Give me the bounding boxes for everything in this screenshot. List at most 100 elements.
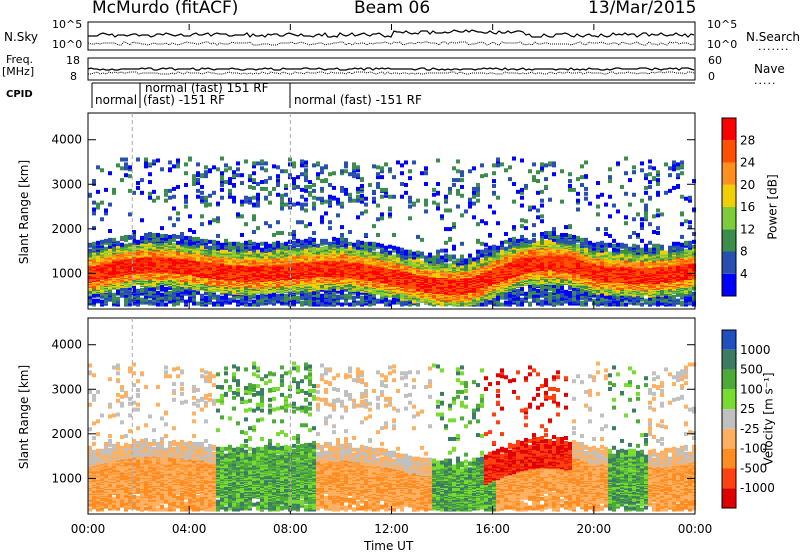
- scatter-cell: [300, 187, 304, 192]
- scatter-cell: [404, 249, 408, 254]
- scatter-cell: [280, 206, 284, 211]
- scatter-cell: [92, 211, 96, 216]
- scatter-cell: [280, 169, 284, 174]
- scatter-cell: [240, 199, 244, 204]
- scatter-cell: [308, 222, 312, 227]
- scatter-cell: [364, 196, 368, 201]
- scatter-cell: [280, 198, 284, 203]
- scatter-cell: [300, 172, 304, 177]
- scatter-cell: [256, 182, 260, 187]
- scatter-cell: [232, 298, 236, 303]
- scatter-cell: [196, 178, 200, 183]
- scatter-cell: [296, 238, 300, 243]
- scatter-cell: [408, 169, 412, 174]
- scatter-cell: [356, 173, 360, 178]
- scatter-cell: [196, 301, 200, 306]
- scatter-cell: [292, 202, 296, 207]
- scatter-cell: [204, 170, 208, 175]
- scatter-cell: [200, 238, 204, 243]
- scatter-cell: [248, 245, 252, 250]
- scatter-cell: [388, 167, 392, 172]
- scatter-cell: [232, 195, 236, 200]
- scatter-cell: [224, 249, 228, 254]
- scatter-cell: [100, 239, 104, 244]
- scatter-cell: [252, 292, 256, 297]
- scatter-cell: [336, 240, 340, 245]
- scatter-cell: [220, 302, 224, 307]
- scatter-cell: [312, 201, 316, 206]
- scatter-cell: [112, 292, 116, 297]
- scatter-cell: [268, 190, 272, 195]
- scatter-cell: [272, 232, 276, 237]
- scatter-cell: [412, 251, 416, 256]
- scatter-cell: [168, 160, 172, 165]
- scatter-cell: [160, 295, 164, 300]
- scatter-cell: [312, 163, 316, 168]
- scatter-cell: [264, 244, 268, 249]
- scatter-cell: [436, 182, 440, 187]
- scatter-cell: [108, 237, 112, 242]
- power-heatmap: [88, 156, 696, 307]
- scatter-cell: [92, 200, 96, 205]
- scatter-cell: [320, 298, 324, 303]
- scatter-cell: [356, 291, 360, 296]
- scatter-cell: [340, 288, 344, 293]
- scatter-cell: [120, 286, 124, 291]
- scatter-cell: [432, 187, 436, 192]
- scatter-cell: [352, 242, 356, 247]
- scatter-cell: [292, 235, 296, 240]
- scatter-cell: [252, 195, 256, 200]
- scatter-cell: [168, 290, 172, 295]
- scatter-cell: [312, 231, 316, 236]
- scatter-cell: [244, 285, 248, 290]
- scatter-cell: [256, 298, 260, 303]
- scatter-cell: [272, 249, 276, 254]
- scatter-cell: [184, 235, 188, 240]
- scatter-cell: [236, 167, 240, 172]
- scatter-cell: [88, 192, 92, 197]
- scatter-cell: [124, 293, 128, 298]
- scatter-cell: [212, 239, 216, 244]
- scatter-cell: [388, 206, 392, 211]
- scatter-cell: [404, 160, 408, 165]
- scatter-cell: [112, 187, 116, 192]
- scatter-cell: [172, 223, 176, 228]
- scatter-cell: [252, 214, 256, 219]
- scatter-cell: [392, 175, 396, 180]
- scatter-cell: [212, 245, 216, 250]
- scatter-cell: [116, 296, 120, 301]
- scatter-cell: [252, 161, 256, 166]
- scatter-cell: [100, 168, 104, 173]
- scatter-cell: [96, 165, 100, 170]
- scatter-cell: [120, 166, 124, 171]
- scatter-cell: [260, 241, 264, 246]
- scatter-cell: [208, 245, 212, 250]
- scatter-cell: [320, 238, 324, 243]
- scatter-cell: [172, 287, 176, 292]
- scatter-cell: [360, 177, 364, 182]
- scatter-cell: [160, 167, 164, 172]
- scatter-cell: [380, 166, 384, 171]
- scatter-cell: [400, 182, 404, 187]
- scatter-cell: [192, 294, 196, 299]
- scatter-cell: [208, 248, 212, 253]
- scatter-cell: [216, 302, 220, 307]
- scatter-cell: [164, 198, 168, 203]
- scatter-cell: [104, 293, 108, 298]
- scatter-cell: [296, 220, 300, 225]
- scatter-cell: [192, 291, 196, 296]
- scatter-cell: [88, 248, 92, 253]
- scatter-cell: [144, 157, 148, 162]
- scatter-cell: [172, 206, 176, 211]
- scatter-cell: [380, 187, 384, 192]
- scatter-cell: [364, 294, 368, 299]
- scatter-cell: [260, 186, 264, 191]
- scatter-cell: [112, 296, 116, 301]
- scatter-cell: [252, 164, 256, 169]
- scatter-cell: [276, 178, 280, 183]
- scatter-cell: [200, 190, 204, 195]
- scatter-cell: [436, 158, 440, 163]
- scatter-cell: [272, 186, 276, 191]
- scatter-cell: [340, 232, 344, 237]
- scatter-cell: [172, 186, 176, 191]
